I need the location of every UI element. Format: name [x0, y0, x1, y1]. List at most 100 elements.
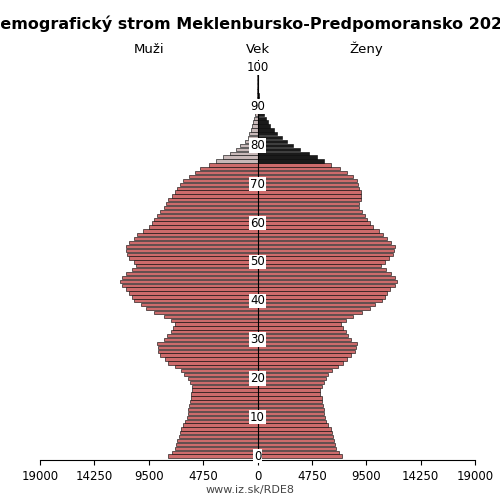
Bar — [191, 396, 258, 400]
Bar — [160, 354, 258, 357]
Bar — [258, 346, 356, 349]
Bar — [258, 237, 387, 240]
Bar — [190, 400, 258, 404]
Bar — [258, 252, 392, 256]
Bar — [258, 245, 395, 248]
Bar — [258, 446, 336, 450]
Bar — [258, 303, 376, 306]
Bar — [130, 256, 258, 260]
Bar — [258, 416, 325, 419]
Bar — [258, 384, 322, 388]
Bar — [165, 358, 258, 360]
Bar — [192, 384, 258, 388]
Bar — [134, 299, 258, 302]
Bar — [258, 268, 386, 272]
Bar — [258, 156, 317, 158]
Bar — [164, 338, 258, 342]
Bar — [258, 160, 324, 162]
Bar — [258, 186, 360, 190]
Bar — [258, 450, 339, 454]
Bar — [258, 97, 260, 100]
Bar — [154, 218, 258, 221]
Bar — [258, 307, 370, 310]
Bar — [251, 128, 258, 132]
Bar — [194, 171, 258, 174]
Text: 50: 50 — [250, 256, 265, 268]
Bar — [258, 241, 392, 244]
Bar — [258, 428, 331, 430]
Bar — [172, 450, 258, 454]
Bar — [164, 206, 258, 209]
Bar — [258, 354, 352, 357]
Bar — [258, 284, 395, 287]
Bar — [192, 388, 258, 392]
Text: 70: 70 — [250, 178, 265, 191]
Bar — [258, 420, 326, 423]
Bar — [164, 314, 258, 318]
Bar — [181, 369, 258, 372]
Bar — [127, 252, 258, 256]
Bar — [132, 268, 258, 272]
Bar — [258, 178, 357, 182]
Bar — [258, 392, 320, 396]
Bar — [258, 194, 360, 198]
Bar — [258, 144, 293, 147]
Bar — [258, 439, 334, 442]
Bar — [258, 233, 384, 236]
Bar — [258, 311, 362, 314]
Bar — [188, 412, 258, 415]
Bar — [173, 326, 258, 330]
Bar — [240, 144, 258, 147]
Bar — [167, 334, 258, 338]
Bar — [258, 132, 277, 136]
Text: 40: 40 — [250, 294, 265, 308]
Bar — [178, 435, 258, 438]
Bar — [258, 140, 288, 143]
Bar — [258, 182, 358, 186]
Bar — [180, 431, 258, 434]
Bar — [186, 416, 258, 419]
Bar — [258, 276, 395, 279]
Bar — [258, 396, 322, 400]
Bar — [258, 380, 324, 384]
Bar — [258, 148, 300, 151]
Text: 100: 100 — [246, 62, 268, 74]
Text: 0: 0 — [254, 450, 261, 462]
Bar — [248, 136, 258, 140]
Bar — [258, 163, 331, 166]
Bar — [258, 226, 373, 228]
Bar — [168, 198, 258, 202]
Bar — [172, 194, 258, 198]
Text: Muži: Muži — [134, 43, 164, 56]
Bar — [134, 260, 258, 264]
Bar — [258, 128, 274, 132]
Bar — [258, 112, 264, 116]
Bar — [176, 443, 258, 446]
Text: 90: 90 — [250, 100, 265, 113]
Bar — [175, 322, 258, 326]
Bar — [258, 152, 309, 155]
Bar — [223, 156, 258, 158]
Bar — [188, 377, 258, 380]
Bar — [188, 408, 258, 411]
Bar — [181, 428, 258, 430]
Bar — [258, 116, 266, 120]
Bar — [258, 288, 390, 291]
Bar — [200, 167, 258, 170]
Bar — [230, 152, 258, 155]
Bar — [258, 435, 333, 438]
Bar — [134, 237, 258, 240]
Bar — [120, 280, 258, 283]
Bar — [160, 210, 258, 213]
Bar — [175, 190, 258, 194]
Bar — [258, 412, 324, 415]
Bar — [166, 202, 258, 205]
Bar — [158, 350, 258, 353]
Bar — [258, 222, 370, 225]
Bar — [258, 424, 328, 426]
Bar — [143, 229, 258, 232]
Bar — [168, 362, 258, 364]
Bar — [258, 124, 270, 128]
Bar — [258, 369, 332, 372]
Bar — [158, 346, 258, 349]
